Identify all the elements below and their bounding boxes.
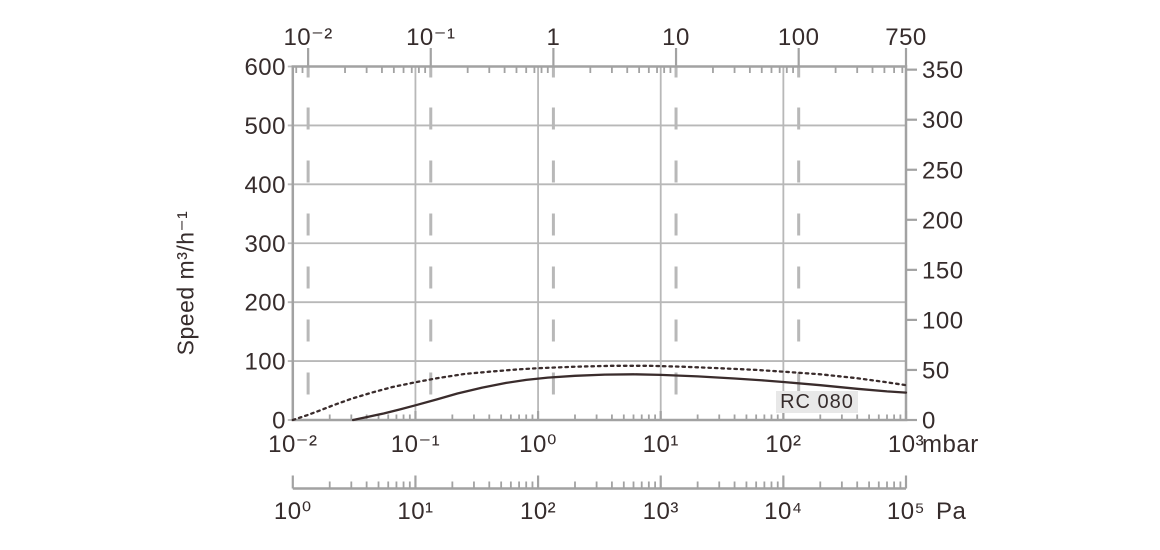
curve-solid [351,373,908,422]
bottom-tick-label: 10³ [888,431,924,458]
left-tick-label: 300 [244,231,286,258]
pa-axis [291,475,908,490]
right-tick-label: 0 [922,408,936,435]
top-tick-label: 10⁻¹ [406,24,455,51]
left-tick-label: 400 [244,172,286,199]
left-tick-label: 200 [244,290,286,317]
right-tick-label: 150 [922,257,964,284]
top-tick-label: 1 [546,24,560,51]
pa-tick-label: 10¹ [397,498,433,525]
torr-broken-gridlines [306,66,801,420]
right-axis: 0 50 100 150 200 250 300 350 [907,57,964,435]
left-tick-label: 100 [244,349,286,376]
top-tick-label: 10 [662,24,690,51]
left-axis-labels: 0 100 200 300 400 500 600 [244,54,286,435]
left-tick-label: 600 [244,54,286,81]
bottom-axis-unit: mbar [922,431,979,458]
pa-axis-labels: 10⁰ 10¹ 10² 10³ 10⁴ 10⁵ Pa [274,498,967,525]
horizontal-gridlines [287,65,906,421]
top-tick-label: 100 [778,24,820,51]
right-tick-label: 250 [922,157,964,184]
pa-tick-label: 10⁰ [274,498,312,525]
pa-tick-label: 10⁴ [764,498,803,525]
bottom-tick-label: 10¹ [643,431,679,458]
plot-border [291,65,908,422]
bottom-tick-label: 10⁻¹ [391,431,440,458]
right-tick-label: 350 [922,57,964,84]
pa-axis-unit: Pa [936,498,967,525]
pa-tick-label: 10⁵ [887,498,925,525]
series-label-badge: RC 080 [776,391,858,413]
top-axis-labels: 10⁻² 10⁻¹ 1 10 100 750 [283,24,926,51]
bottom-tick-label: 10⁻² [268,431,317,458]
pa-tick-label: 10² [520,498,556,525]
left-tick-label: 500 [244,113,286,140]
curve-dotted [291,364,908,422]
right-tick-label: 50 [922,357,950,384]
top-tick-label: 750 [885,24,927,51]
right-tick-label: 200 [922,207,964,234]
left-tick-label: 0 [272,408,286,435]
right-tick-label: 100 [922,307,964,334]
top-tick-label: 10⁻² [283,24,332,51]
vertical-gridlines [414,66,785,420]
y-axis-title: Speed m³/h⁻¹ [172,210,199,356]
bottom-tick-label: 10⁰ [519,431,557,458]
bottom-tick-label: 10² [765,431,801,458]
top-axis [295,48,908,73]
right-tick-label: 300 [922,107,964,134]
pa-tick-label: 10³ [643,498,679,525]
